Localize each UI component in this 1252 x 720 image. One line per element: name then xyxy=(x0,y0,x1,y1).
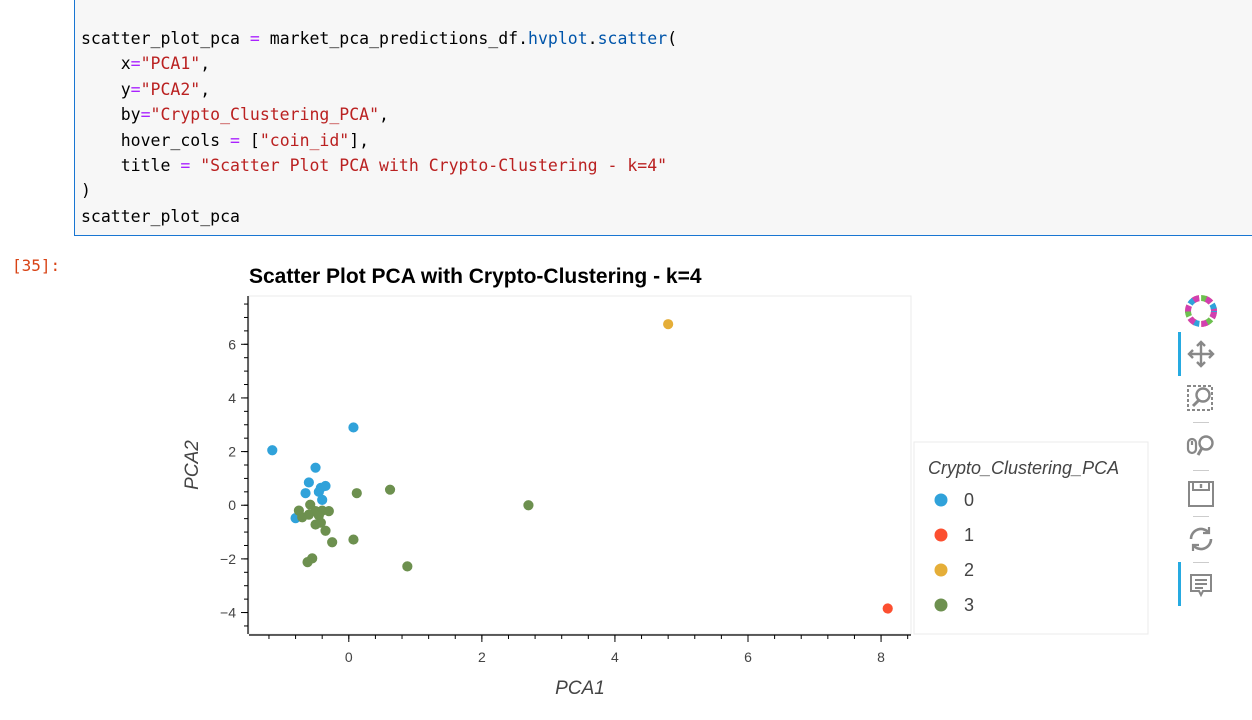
data-point xyxy=(300,488,311,499)
chart-title: Scatter Plot PCA with Crypto-Clustering … xyxy=(249,265,702,288)
code-token: title xyxy=(81,156,181,176)
data-point xyxy=(310,462,321,473)
x-tick-label: 0 xyxy=(345,649,353,665)
code-token: "coin_id" xyxy=(259,130,350,150)
legend-title: Crypto_Clustering_PCA xyxy=(928,458,1119,478)
x-tick-label: 8 xyxy=(877,649,885,665)
code-token: = xyxy=(130,54,141,74)
code-token: scatter_plot_pca xyxy=(81,29,250,48)
x-tick-label: 6 xyxy=(744,649,752,665)
code-token: = xyxy=(230,130,240,150)
legend-label: 2 xyxy=(964,560,974,580)
legend-marker xyxy=(934,598,948,612)
data-point xyxy=(317,494,328,505)
code-token: scatter_plot_pca xyxy=(81,206,240,226)
code-token: scatter xyxy=(597,29,668,48)
code-token: "PCA2" xyxy=(140,79,201,99)
data-point xyxy=(402,561,413,572)
code-token: , xyxy=(200,54,211,74)
scatter-plot[interactable]: Scatter Plot PCA with Crypto-Clustering … xyxy=(170,258,1170,708)
x-tick-label: 4 xyxy=(611,649,619,665)
y-tick-label: −4 xyxy=(220,605,236,621)
code-token: market_pca_predictions_df. xyxy=(259,29,529,48)
y-tick-label: 6 xyxy=(228,336,236,352)
code-token xyxy=(190,156,200,175)
data-point xyxy=(523,500,534,511)
x-axis-label: PCA1 xyxy=(555,678,605,699)
code-token: hvplot xyxy=(528,29,588,48)
code-token: y xyxy=(81,79,131,99)
code-token: ], xyxy=(349,130,370,150)
code-token: . xyxy=(587,29,598,48)
x-tick-label: 2 xyxy=(478,649,486,665)
code-token: , xyxy=(379,105,389,125)
code-token: = xyxy=(140,105,151,125)
data-point xyxy=(323,506,334,517)
legend-label: 1 xyxy=(964,525,974,545)
data-point xyxy=(351,488,362,499)
data-point xyxy=(303,477,314,488)
data-point xyxy=(315,482,326,493)
code-token: hover_cols xyxy=(81,130,231,150)
code-token: "PCA1" xyxy=(140,54,201,74)
legend-marker xyxy=(934,493,948,507)
code-token: = xyxy=(249,29,260,48)
code-editor[interactable]: scatter_plot_pca = market_pca_prediction… xyxy=(81,26,677,229)
code-token: = xyxy=(130,79,141,99)
data-point xyxy=(384,484,396,495)
y-tick-label: 0 xyxy=(228,497,236,513)
code-token: ( xyxy=(667,29,678,48)
wheel-zoom-icon[interactable] xyxy=(1182,428,1220,466)
code-token: = xyxy=(180,156,191,176)
data-point xyxy=(305,499,316,510)
legend-label: 3 xyxy=(964,595,974,615)
data-point xyxy=(327,537,338,548)
legend-marker xyxy=(934,563,948,577)
plot-frame xyxy=(248,295,912,635)
code-token: "Crypto_Clustering_PCA" xyxy=(150,105,380,125)
code-token: ) xyxy=(81,181,91,201)
code-token: , xyxy=(200,79,211,99)
y-tick-label: 4 xyxy=(228,390,236,406)
data-point xyxy=(302,557,313,568)
data-point xyxy=(348,422,359,433)
data-point xyxy=(267,445,278,456)
y-tick-label: 2 xyxy=(228,444,236,460)
reset-icon[interactable] xyxy=(1182,520,1220,558)
code-token: x xyxy=(81,54,131,74)
hover-icon[interactable] xyxy=(1182,566,1220,604)
save-icon[interactable] xyxy=(1182,475,1220,513)
code-token: by xyxy=(81,105,141,125)
y-axis-label: PCA2 xyxy=(182,440,203,490)
legend-marker xyxy=(934,528,948,542)
data-point xyxy=(315,517,326,528)
data-point xyxy=(663,319,674,330)
code-token: [ xyxy=(239,130,260,150)
output-prompt: [35]: xyxy=(12,256,61,275)
pan-icon[interactable] xyxy=(1182,335,1220,373)
plot-toolbar xyxy=(1176,290,1226,620)
data-point xyxy=(320,525,331,536)
bokeh-logo-icon[interactable] xyxy=(1182,292,1220,330)
code-token: "Scatter Plot PCA with Crypto-Clustering… xyxy=(200,156,668,176)
legend-label: 0 xyxy=(964,490,974,510)
box-zoom-icon[interactable] xyxy=(1182,380,1220,418)
data-point xyxy=(348,534,359,545)
y-tick-label: −2 xyxy=(220,551,236,567)
data-point xyxy=(303,509,314,520)
code-cell[interactable]: scatter_plot_pca = market_pca_prediction… xyxy=(74,0,1252,236)
legend-box xyxy=(913,441,1149,635)
data-point xyxy=(882,603,893,614)
